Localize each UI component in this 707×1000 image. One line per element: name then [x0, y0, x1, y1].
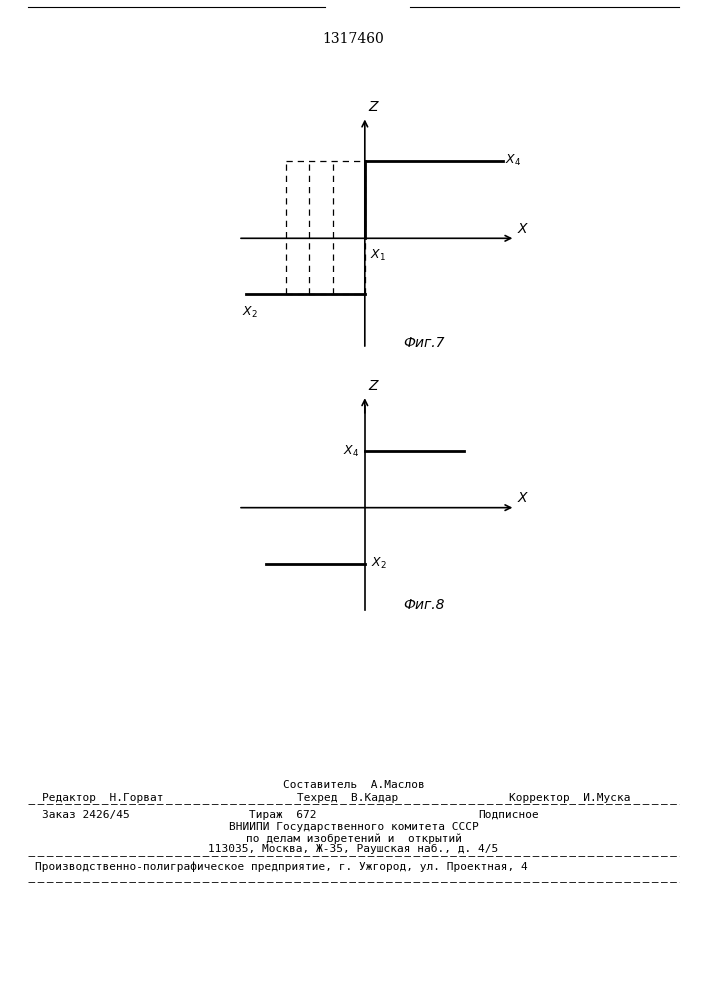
Text: Подписное: Подписное	[479, 810, 539, 820]
Text: $X_4$: $X_4$	[343, 444, 359, 459]
Text: Z: Z	[369, 100, 378, 114]
Text: Редактор  Н.Горват: Редактор Н.Горват	[42, 793, 164, 803]
Text: Фиг.7: Фиг.7	[404, 336, 445, 350]
Text: $X_4$: $X_4$	[506, 153, 522, 168]
Text: X: X	[518, 222, 527, 236]
Text: $X_1$: $X_1$	[370, 248, 385, 263]
Text: Техред  В.Кадар: Техред В.Кадар	[297, 793, 398, 803]
Text: Заказ 2426/45: Заказ 2426/45	[42, 810, 130, 820]
Text: Фиг.8: Фиг.8	[404, 598, 445, 612]
Text: Составитель  А.Маслов: Составитель А.Маслов	[283, 780, 424, 790]
Text: ВНИИПИ Государственного комитета СССР: ВНИИПИ Государственного комитета СССР	[228, 822, 479, 832]
Text: $X_2$: $X_2$	[370, 556, 387, 571]
Text: Z: Z	[369, 379, 378, 393]
Text: Корректор  И.Муска: Корректор И.Муска	[509, 793, 631, 803]
Text: $X_2$: $X_2$	[242, 305, 258, 320]
Text: X: X	[518, 491, 527, 505]
Text: по делам изобретений и  открытий: по делам изобретений и открытий	[245, 833, 462, 844]
Text: 1317460: 1317460	[322, 32, 385, 46]
Text: Тираж  672: Тираж 672	[249, 810, 317, 820]
Text: Производственно-полиграфическое предприятие, г. Ужгород, ул. Проектная, 4: Производственно-полиграфическое предприя…	[35, 862, 528, 872]
Text: 113035, Москва, Ж-35, Раушская наб., д. 4/5: 113035, Москва, Ж-35, Раушская наб., д. …	[209, 844, 498, 854]
